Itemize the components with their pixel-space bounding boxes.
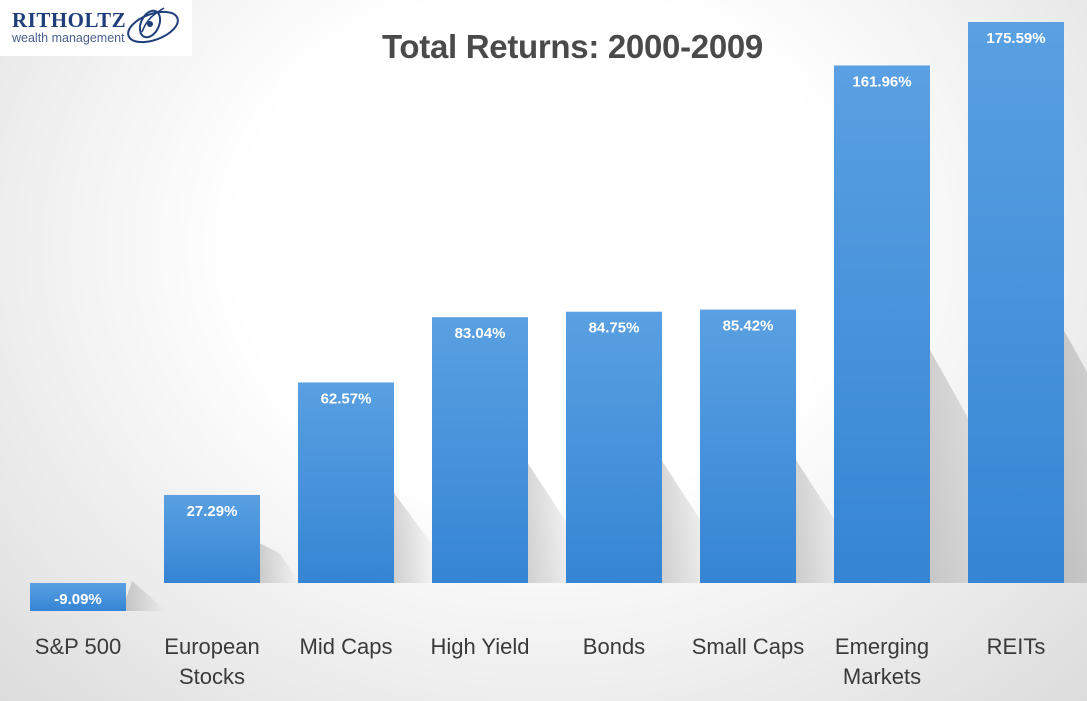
category-label: REITs — [987, 634, 1046, 659]
bar-shadow — [126, 581, 166, 611]
category-label: Emerging Markets — [835, 634, 929, 689]
category-label-line: European — [164, 634, 259, 659]
bar-shadow — [1064, 330, 1087, 583]
bar — [700, 309, 796, 583]
chart-title: Total Returns: 2000-2009 — [381, 28, 763, 65]
category-label: Mid Caps — [300, 634, 393, 659]
category-label-line: Emerging — [835, 634, 929, 659]
category-label-line: Markets — [843, 664, 921, 689]
bar — [968, 22, 1064, 583]
category-label: European Stocks — [164, 634, 259, 689]
category-label: Small Caps — [692, 634, 804, 659]
category-label: S&P 500 — [35, 634, 121, 659]
bar-data-label: 161.96% — [852, 73, 911, 90]
bar — [30, 583, 126, 611]
bar-data-label: 62.57% — [321, 390, 372, 407]
bar-data-label: -9.09% — [54, 591, 102, 608]
bar — [432, 317, 528, 583]
bar-data-label: 27.29% — [187, 503, 238, 520]
logo-swirl-icon — [127, 7, 179, 44]
category-label-line: REITs — [987, 634, 1046, 659]
bar — [164, 494, 260, 583]
category-label-line: High Yield — [430, 634, 529, 659]
bar — [834, 65, 930, 584]
logo-tagline: wealth management — [12, 31, 125, 45]
logo: RITHOLTZ wealth management — [0, 0, 192, 56]
bar-shadow — [260, 543, 300, 583]
bar-shadow — [394, 492, 439, 583]
category-label-line: Small Caps — [692, 634, 804, 659]
bar — [566, 311, 662, 583]
bar-data-label: 175.59% — [986, 30, 1045, 47]
logo-brand-name: RITHOLTZ — [12, 8, 127, 32]
category-label: Bonds — [583, 634, 645, 659]
bar-data-label: 85.42% — [723, 318, 774, 335]
category-label: High Yield — [430, 634, 529, 659]
category-label-line: S&P 500 — [35, 634, 121, 659]
category-label-line: Bonds — [583, 634, 645, 659]
category-labels-group: S&P 500 European Stocks Mid Caps High Yield B… — [35, 634, 1046, 689]
category-label-line: Stocks — [179, 664, 245, 689]
data-labels-group: -9.09% 27.29% 62.57% 83.04% 84.75% 85.42% 161.… — [54, 30, 1045, 608]
bars-group — [30, 22, 1064, 611]
bar-data-label: 83.04% — [455, 325, 506, 342]
bar-data-label: 84.75% — [589, 320, 640, 337]
category-label-line: Mid Caps — [300, 634, 393, 659]
bar — [298, 382, 394, 583]
